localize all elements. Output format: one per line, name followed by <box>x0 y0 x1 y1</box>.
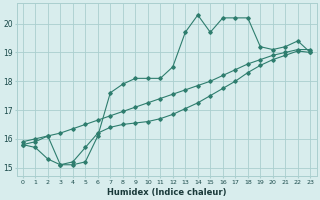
X-axis label: Humidex (Indice chaleur): Humidex (Indice chaleur) <box>107 188 226 197</box>
